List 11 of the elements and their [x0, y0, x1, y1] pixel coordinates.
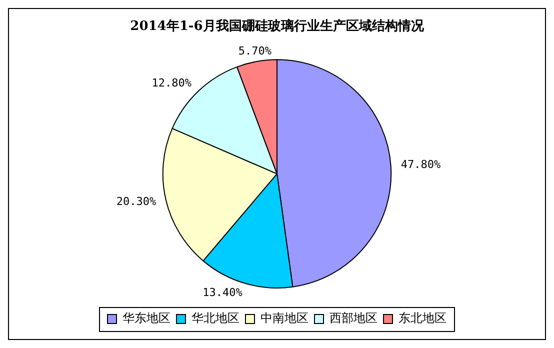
data-label: 5.70% — [238, 44, 272, 58]
legend-label: 华东地区 — [122, 311, 170, 326]
legend-label: 华北地区 — [192, 311, 240, 326]
legend-label: 东北地区 — [398, 311, 446, 326]
data-label: 13.40% — [202, 286, 243, 299]
legend-label: 西部地区 — [330, 311, 378, 326]
data-label: 20.30% — [116, 194, 156, 208]
chart-title: 2014年1-6月我国硼硅玻璃行业生产区域结构情况 — [130, 18, 425, 34]
data-label: 47.80% — [400, 158, 441, 172]
data-label: 12.80% — [152, 76, 192, 90]
legend-label: 中南地区 — [260, 311, 308, 326]
